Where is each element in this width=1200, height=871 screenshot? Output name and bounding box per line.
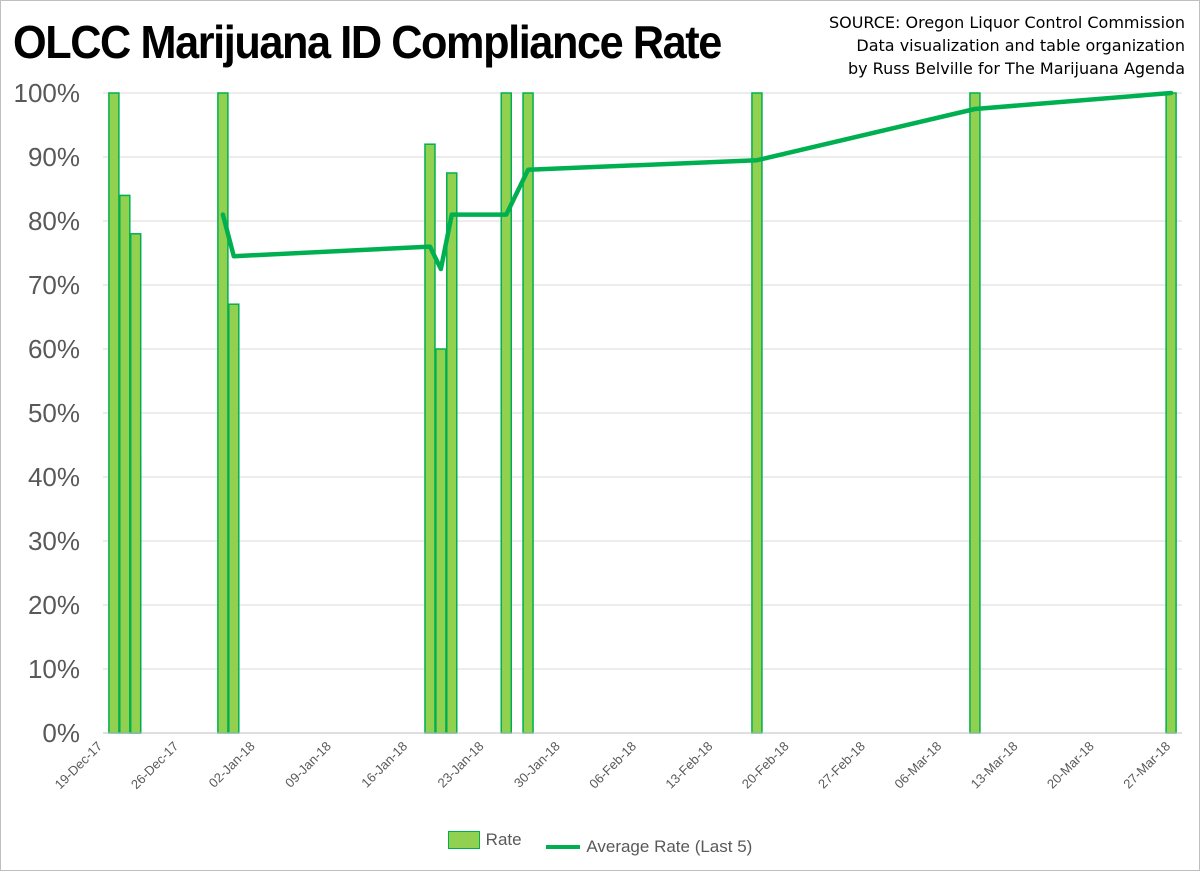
y-tick-label: 10% xyxy=(28,654,80,684)
y-tick-label: 70% xyxy=(28,270,80,300)
rate-bar xyxy=(217,92,229,734)
legend-label: Rate xyxy=(485,830,522,849)
rate-bar xyxy=(446,172,458,734)
source-note: SOURCE: Oregon Liquor Control Commission… xyxy=(829,11,1185,80)
y-tick-label: 50% xyxy=(28,398,80,428)
rate-bar xyxy=(108,92,120,734)
legend-item-average: Average Rate (Last 5) xyxy=(546,837,752,857)
y-axis-ticks: 0% 10% 20% 30% 40% 50% 60% 70% 80% 90% 100% xyxy=(14,78,81,748)
x-tick-label: 27-Feb-18 xyxy=(815,739,868,792)
rate-bar xyxy=(228,303,240,734)
legend: Rate Average Rate (Last 5) xyxy=(0,830,1200,857)
source-line: by Russ Belville for The Marijuana Agend… xyxy=(847,59,1185,78)
rate-bar xyxy=(435,348,447,734)
rate-bars xyxy=(108,92,1177,734)
rate-bar xyxy=(969,92,981,734)
x-tick-label: 16-Jan-18 xyxy=(358,739,410,791)
y-tick-label: 0% xyxy=(42,718,80,748)
x-tick-label: 13-Mar-18 xyxy=(968,739,1021,792)
rate-bar xyxy=(522,92,534,734)
average-line xyxy=(220,90,1174,272)
legend-swatch-bar xyxy=(447,831,480,849)
x-tick-label: 20-Feb-18 xyxy=(739,739,792,792)
source-line: SOURCE: Oregon Liquor Control Commission xyxy=(828,13,1185,32)
rate-bar xyxy=(119,194,131,734)
x-tick-label: 13-Feb-18 xyxy=(662,739,715,792)
rate-bar xyxy=(424,143,436,734)
average-rate-line xyxy=(220,90,1174,272)
rate-bar xyxy=(1165,92,1177,734)
x-tick-label: 09-Jan-18 xyxy=(282,739,334,791)
x-tick-label: 27-Mar-18 xyxy=(1120,739,1173,792)
x-tick-label: 30-Jan-18 xyxy=(511,739,563,791)
y-tick-label: 90% xyxy=(28,142,80,172)
x-tick-label: 23-Jan-18 xyxy=(435,739,487,791)
x-tick-label: 02-Jan-18 xyxy=(206,739,258,791)
x-tick-label: 06-Mar-18 xyxy=(891,739,944,792)
legend-swatch-line xyxy=(546,845,581,849)
y-tick-label: 100% xyxy=(14,78,81,108)
legend-label: Average Rate (Last 5) xyxy=(586,837,753,856)
chart-title: OLCC Marijuana ID Compliance Rate xyxy=(13,16,722,68)
rate-bar xyxy=(500,92,513,734)
y-tick-label: 40% xyxy=(28,462,80,492)
x-tick-label: 06-Feb-18 xyxy=(586,739,639,792)
legend-item-rate: Rate xyxy=(447,830,522,850)
rate-bar xyxy=(129,233,142,734)
x-tick-label: 26-Dec-17 xyxy=(128,739,182,793)
x-axis: 19-Dec-17 26-Dec-17 02-Jan-18 09-Jan-18 16-J… xyxy=(52,732,1182,793)
source-line: Data visualization and table organizatio… xyxy=(856,36,1185,55)
x-tick-label: 20-Mar-18 xyxy=(1044,739,1097,792)
y-tick-label: 30% xyxy=(28,526,80,556)
gridlines xyxy=(103,92,1182,734)
y-tick-label: 60% xyxy=(28,334,80,364)
rate-bar xyxy=(751,92,763,734)
y-tick-label: 20% xyxy=(28,590,80,620)
y-tick-label: 80% xyxy=(28,206,80,236)
